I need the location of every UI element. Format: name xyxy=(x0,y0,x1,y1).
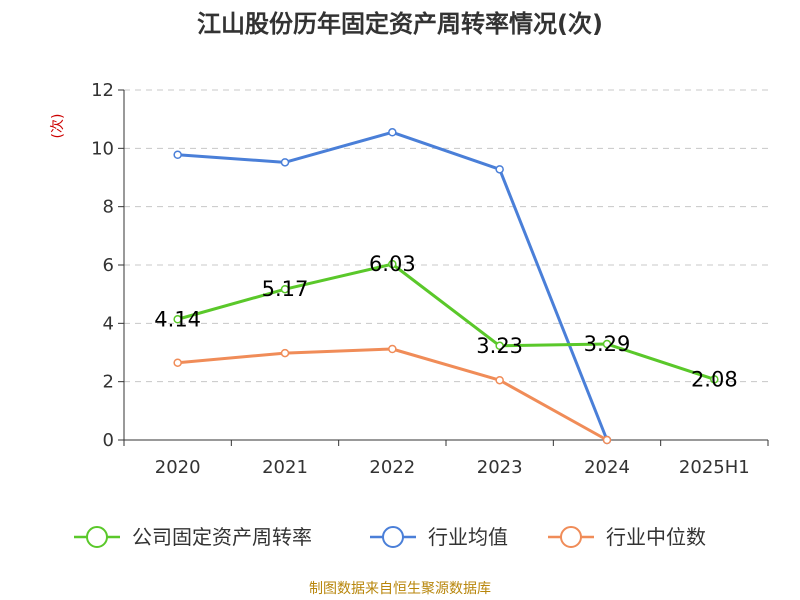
data-point xyxy=(173,315,182,324)
data-point xyxy=(495,165,504,174)
y-tick-label: 6 xyxy=(103,255,114,276)
data-label: 4.14 xyxy=(154,307,201,331)
data-point xyxy=(388,344,397,354)
y-tick-label: 12 xyxy=(91,80,114,101)
x-tick-label: 2023 xyxy=(477,457,523,478)
data-point xyxy=(173,358,182,367)
legend-label: 公司固定资产周转率 xyxy=(132,525,312,549)
data-point xyxy=(173,150,182,159)
data-point xyxy=(388,259,397,269)
legend-swatch-marker xyxy=(382,526,404,548)
y-tick-label: 0 xyxy=(103,430,114,451)
data-point xyxy=(280,158,290,167)
data-point xyxy=(710,375,719,384)
series-layer xyxy=(173,128,719,445)
data-point xyxy=(495,341,504,351)
y-tick-label: 10 xyxy=(91,138,114,159)
data-label: 2.08 xyxy=(691,367,738,391)
series-line xyxy=(177,262,715,381)
y-tick-label: 4 xyxy=(103,313,114,334)
x-tick-label: 2021 xyxy=(262,457,308,478)
data-point xyxy=(602,339,612,349)
data-label: 6.03 xyxy=(369,252,416,276)
legend-swatch-marker xyxy=(86,526,108,548)
series-line xyxy=(177,347,608,442)
x-tick-label: 2025H1 xyxy=(679,457,750,478)
legend[interactable]: 公司固定资产周转率 行业均值 行业中位数 xyxy=(74,525,706,549)
data-point xyxy=(280,348,290,358)
series-line xyxy=(177,130,609,441)
labels-layer: 4.14 5.17 6.03 3.23 3.29 2.08 xyxy=(154,252,737,391)
x-tick-label: 2022 xyxy=(369,457,415,478)
data-point xyxy=(388,128,397,137)
data-point xyxy=(602,435,612,445)
grid xyxy=(124,89,768,383)
data-point xyxy=(280,284,290,294)
data-label: 5.17 xyxy=(262,277,309,301)
y-axis-label: (次) xyxy=(50,114,66,139)
legend-label: 行业中位数 xyxy=(606,525,706,549)
legend-swatch-marker xyxy=(560,526,582,548)
chart-title: 江山股份历年固定资产周转率情况(次) xyxy=(197,10,603,38)
axes: 0 2 4 6 8 10 12 2020 2021 2022 2023 2024 2025H1 xyxy=(91,80,769,478)
legend-label: 行业均值 xyxy=(428,525,508,549)
data-label: 3.29 xyxy=(584,332,631,356)
y-tick-label: 2 xyxy=(103,372,114,393)
x-tick-label: 2024 xyxy=(584,457,630,478)
y-tick-label: 8 xyxy=(103,197,114,218)
x-tick-label: 2020 xyxy=(155,457,201,478)
data-point xyxy=(495,375,504,385)
source-note: 制图数据来自恒生聚源数据库 xyxy=(309,581,491,597)
data-label: 3.23 xyxy=(476,334,523,358)
